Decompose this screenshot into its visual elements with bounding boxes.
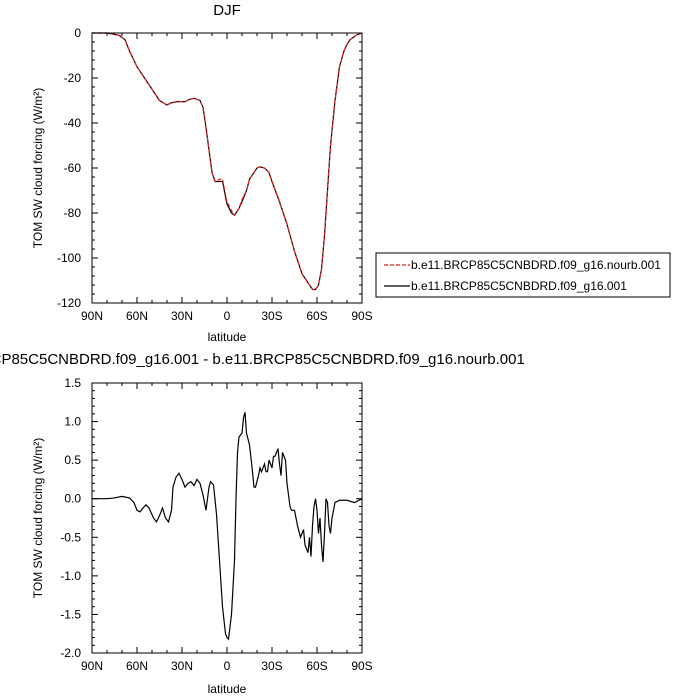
x-tick-label: 60N — [126, 309, 148, 323]
series-line-1-0 — [92, 412, 363, 641]
y-tick-label: -60 — [64, 161, 82, 175]
x-tick-label: 60N — [126, 659, 148, 673]
y-tick-label: 0.0 — [64, 492, 81, 506]
y-tick-label: -1.0 — [60, 569, 81, 583]
legend: b.e11.BRCP85C5CNBDRD.f09_g16.nourb.001 b… — [375, 252, 671, 298]
y-tick-label: -100 — [57, 251, 81, 265]
series-line-0-1 — [92, 32, 363, 291]
top-chart: DJF 90N 60N 30N 0 30S 60S 90S 0 -20 -40 -60 -80 -100… — [31, 2, 671, 344]
y-tick-label: 1.5 — [64, 376, 81, 390]
x-tick-label: 30N — [171, 659, 193, 673]
y-tick-label: -2.0 — [60, 646, 81, 660]
x-tick-label: 90N — [81, 659, 103, 673]
y-tick-label: 0.5 — [64, 453, 81, 467]
y-tick-label: -40 — [64, 116, 82, 130]
x-tick-label: 30S — [261, 659, 282, 673]
x-tick-label: 30N — [171, 309, 193, 323]
bottom-chart-frame — [91, 382, 363, 654]
y-tick-label: -1.5 — [60, 607, 81, 621]
legend-label-control: b.e11.BRCP85C5CNBDRD.f09_g16.001 — [411, 279, 627, 293]
x-tick-label: 60S — [306, 309, 327, 323]
legend-label-nourb: b.e11.BRCP85C5CNBDRD.f09_g16.nourb.001 — [411, 258, 661, 272]
x-tick-label: 90S — [351, 309, 372, 323]
bottom-chart-title: b.e11.BRCP85C5CNBDRD.f09_g16.001 - b.e11… — [0, 351, 525, 368]
series-line-0-0 — [92, 32, 363, 291]
y-tick-label: -80 — [64, 206, 82, 220]
bottom-chart: b.e11.BRCP85C5CNBDRD.f09_g16.001 - b.e11… — [0, 351, 525, 696]
x-tick-label: 30S — [261, 309, 282, 323]
x-tick-label: 90N — [81, 309, 103, 323]
y-tick-label: -120 — [57, 296, 81, 310]
bottom-chart-y-axis-label: TOM SW cloud forcing (W/m²) — [31, 438, 45, 598]
top-chart-x-axis-label: latitude — [208, 330, 247, 344]
x-tick-label: 90S — [351, 659, 372, 673]
top-chart-title: DJF — [213, 2, 241, 19]
bottom-chart-x-axis-label: latitude — [208, 682, 247, 696]
x-tick-label: 0 — [224, 309, 231, 323]
y-tick-label: -0.5 — [60, 530, 81, 544]
y-tick-label: 1.0 — [64, 415, 81, 429]
y-tick-label: 0 — [74, 26, 81, 40]
top-chart-y-axis-label: TOM SW cloud forcing (W/m²) — [31, 88, 45, 248]
x-tick-label: 60S — [306, 659, 327, 673]
legend-box — [375, 252, 671, 298]
x-tick-label: 0 — [224, 659, 231, 673]
y-tick-label: -20 — [64, 71, 82, 85]
